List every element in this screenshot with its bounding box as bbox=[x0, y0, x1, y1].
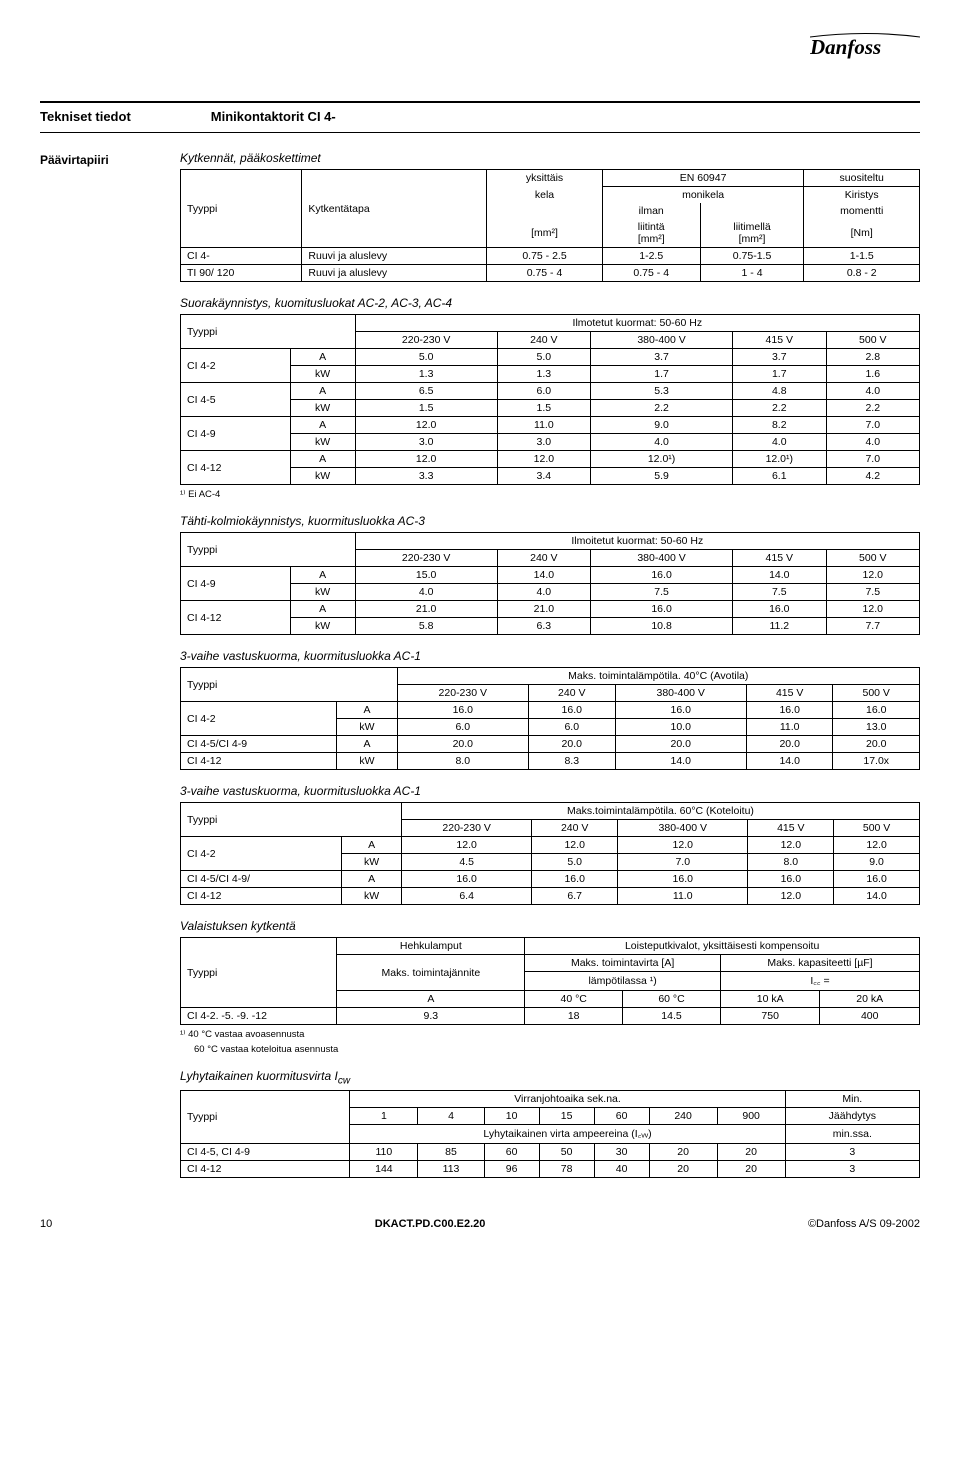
t2-title: Suorakäynnistys, kuomitusluokat AC-2, AC… bbox=[180, 296, 920, 310]
page-header: Danfoss bbox=[40, 30, 920, 73]
logo: Danfoss bbox=[810, 30, 920, 69]
table-3vaihe-60c: TyyppiMaks.toimintalämpötila. 60°C (Kote… bbox=[180, 802, 920, 905]
t1-title: Kytkennät, pääkoskettimet bbox=[180, 151, 920, 165]
table-lyhytaikainen: Tyyppi Virranjohtoaika sek.na. Min. 1410… bbox=[180, 1090, 920, 1178]
table-tahti-kolmio: TyyppiIlmoitetut kuormat: 50-60 Hz 220-2… bbox=[180, 532, 920, 635]
t6-footnote1: ¹⁾ 40 °C vastaa avoasennusta bbox=[180, 1029, 920, 1040]
table-row: CI 4-Ruuvi ja aluslevy0.75 - 2.51-2.50.7… bbox=[181, 248, 920, 265]
t7-title: Lyhytaikainen kuormitusvirta Icw bbox=[180, 1069, 920, 1086]
page-number: 10 bbox=[40, 1218, 52, 1230]
copyright: ©Danfoss A/S 09-2002 bbox=[808, 1218, 920, 1230]
title-right: Minikontaktorit CI 4- bbox=[211, 109, 336, 124]
table-row: CI 4-2. -5. -9. -129.31814.5750400 bbox=[181, 1008, 920, 1025]
t4-title: 3-vaihe vastuskuorma, kuormitusluokka AC… bbox=[180, 649, 920, 663]
t5-title: 3-vaihe vastuskuorma, kuormitusluokka AC… bbox=[180, 784, 920, 798]
doc-id: DKACT.PD.C00.E2.20 bbox=[375, 1218, 486, 1230]
table-row: CI 4-5, CI 4-91108560503020203 bbox=[181, 1144, 920, 1161]
table-3vaihe-40c: TyyppiMaks. toimintalämpötila. 40°C (Avo… bbox=[180, 667, 920, 770]
t6-footnote2: 60 °C vastaa koteloitua asennusta bbox=[180, 1044, 920, 1055]
svg-text:Danfoss: Danfoss bbox=[810, 35, 881, 59]
table-valaistus: Tyyppi Hehkulamput Loisteputkivalot, yks… bbox=[180, 937, 920, 1025]
title-bar: Tekniset tiedot Minikontaktorit CI 4- bbox=[40, 103, 920, 133]
section-label: Päävirtapiiri bbox=[40, 151, 180, 1178]
t6-title: Valaistuksen kytkentä bbox=[180, 919, 920, 933]
title-left: Tekniset tiedot bbox=[40, 109, 131, 124]
t2-footnote: ¹⁾ Ei AC-4 bbox=[180, 489, 920, 500]
page-footer: 10 DKACT.PD.C00.E2.20 ©Danfoss A/S 09-20… bbox=[40, 1218, 920, 1230]
table-suorakaynnistys: TyyppiIlmotetut kuormat: 50-60 Hz 220-23… bbox=[180, 314, 920, 485]
table-row: CI 4-1214411396784020203 bbox=[181, 1161, 920, 1178]
table-kytkennat: Tyyppi Kytkentätapa yksittäis EN 60947 s… bbox=[180, 169, 920, 282]
table-row: TI 90/ 120Ruuvi ja aluslevy0.75 - 40.75 … bbox=[181, 265, 920, 282]
t3-title: Tähti-kolmiokäynnistys, kuormitusluokka … bbox=[180, 514, 920, 528]
